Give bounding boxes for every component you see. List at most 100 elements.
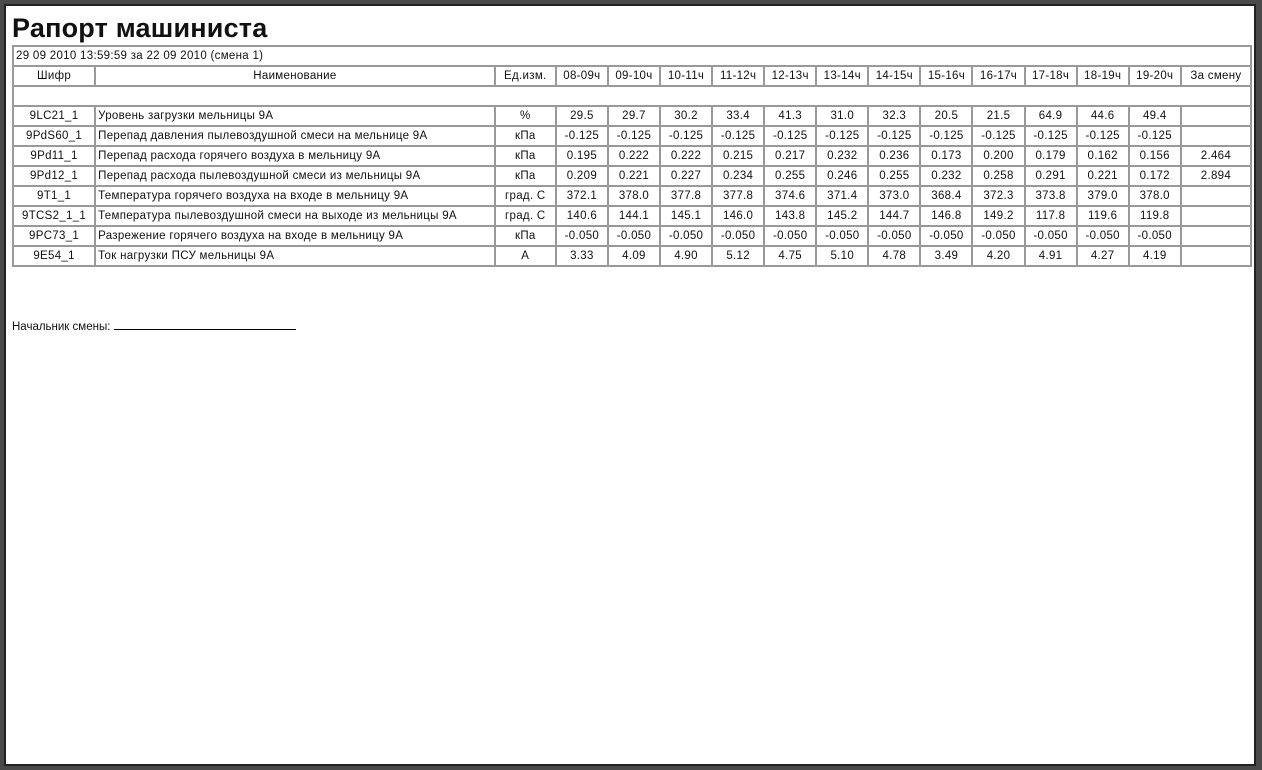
page-frame: Рапорт машиниста 29 09 2010 13:59:59 за … [4, 4, 1256, 766]
cell-code: 9E54_1 [11, 245, 97, 267]
cell-value: 145.1 [658, 205, 714, 227]
cell-value: 143.8 [763, 205, 818, 227]
cell-value: 0.179 [1023, 145, 1078, 167]
cell-value: 146.0 [711, 205, 766, 227]
cell-value: 41.3 [763, 105, 818, 127]
report-table: 29 09 2010 13:59:59 за 22 09 2010 (смена… [11, 45, 1253, 267]
cell-shift-total [1179, 105, 1253, 127]
cell-value: 373.0 [867, 185, 922, 207]
cell-value: 372.3 [971, 185, 1026, 207]
cell-value: 0.172 [1127, 165, 1182, 187]
cell-value: 0.217 [763, 145, 818, 167]
column-header: Наименование [94, 65, 496, 87]
cell-value: 49.4 [1127, 105, 1182, 127]
cell-value: 144.1 [606, 205, 662, 227]
cell-value: 5.12 [711, 245, 766, 267]
cell-value: 374.6 [763, 185, 818, 207]
cell-value: 4.91 [1023, 245, 1078, 267]
cell-unit: кПа [493, 165, 557, 187]
cell-value: 20.5 [919, 105, 974, 127]
cell-value: -0.050 [919, 225, 974, 247]
column-header: 14-15ч [867, 65, 922, 87]
cell-value: 0.255 [763, 165, 818, 187]
cell-value: 119.6 [1075, 205, 1130, 227]
cell-code: 9Pd12_1 [11, 165, 97, 187]
cell-code: 9TCS2_1_1 [11, 205, 97, 227]
column-header: 11-12ч [711, 65, 766, 87]
cell-code: 9PdS60_1 [11, 125, 97, 147]
cell-value: 0.156 [1127, 145, 1182, 167]
cell-value: 0.215 [711, 145, 766, 167]
table-row: 9PC73_1 Разрежение горячего воздуха на вх… [11, 225, 1253, 247]
cell-shift-total [1179, 225, 1253, 247]
cell-unit: кПа [493, 125, 557, 147]
cell-value: 0.200 [971, 145, 1026, 167]
cell-value: 377.8 [711, 185, 766, 207]
cell-value: 140.6 [554, 205, 609, 227]
cell-code: 9LC21_1 [11, 105, 97, 127]
cell-value: 44.6 [1075, 105, 1130, 127]
cell-value: 0.255 [867, 165, 922, 187]
cell-value: 4.20 [971, 245, 1026, 267]
column-header: Шифр [11, 65, 97, 87]
cell-value: -0.125 [711, 125, 766, 147]
cell-value: 0.291 [1023, 165, 1078, 187]
cell-value: 0.232 [815, 145, 870, 167]
cell-value: -0.050 [1127, 225, 1182, 247]
cell-code: 9Pd11_1 [11, 145, 97, 167]
cell-value: 373.8 [1023, 185, 1078, 207]
cell-value: 4.19 [1127, 245, 1182, 267]
cell-unit: кПа [493, 225, 557, 247]
cell-value: -0.125 [763, 125, 818, 147]
cell-value: -0.125 [919, 125, 974, 147]
cell-value: 0.173 [919, 145, 974, 167]
cell-value: 29.5 [554, 105, 609, 127]
cell-value: -0.050 [711, 225, 766, 247]
cell-shift-total [1179, 245, 1253, 267]
cell-shift-total: 2.894 [1179, 165, 1253, 187]
cell-value: -0.050 [554, 225, 609, 247]
table-row: 9Pd12_1 Перепад расхода пылевоздушной сме… [11, 165, 1253, 187]
cell-name: Разрежение горячего воздуха на входе в м… [94, 225, 496, 247]
column-header: 17-18ч [1023, 65, 1078, 87]
cell-value: -0.125 [815, 125, 870, 147]
cell-value: -0.125 [554, 125, 609, 147]
cell-value: -0.125 [1023, 125, 1078, 147]
cell-value: 0.221 [606, 165, 662, 187]
cell-value: 0.258 [971, 165, 1026, 187]
cell-value: 379.0 [1075, 185, 1130, 207]
signature-block: Начальник смены: [12, 318, 296, 333]
cell-value: -0.050 [658, 225, 714, 247]
cell-unit: А [493, 245, 557, 267]
blank-row [12, 85, 1252, 107]
signature-label: Начальник смены: [12, 321, 111, 333]
cell-value: 29.7 [606, 105, 662, 127]
cell-value: -0.125 [867, 125, 922, 147]
cell-name: Температура горячего воздуха на входе в … [94, 185, 496, 207]
cell-value: 0.232 [919, 165, 974, 187]
cell-value: 378.0 [606, 185, 662, 207]
cell-value: -0.125 [1127, 125, 1182, 147]
cell-value: 372.1 [554, 185, 609, 207]
cell-value: 0.227 [658, 165, 714, 187]
cell-value: 5.10 [815, 245, 870, 267]
cell-value: 3.49 [919, 245, 974, 267]
cell-value: 33.4 [711, 105, 766, 127]
cell-shift-total: 2.464 [1179, 145, 1253, 167]
header-row: Шифр Наименование Ед.изм. 08-09ч 09-10ч 10-11… [11, 65, 1253, 87]
column-header: 13-14ч [815, 65, 870, 87]
cell-name: Перепад расхода пылевоздушной смеси из м… [94, 165, 496, 187]
cell-value: 371.4 [815, 185, 870, 207]
cell-value: 378.0 [1127, 185, 1182, 207]
column-header: За смену [1179, 65, 1253, 87]
table-row: 9E54_1 Ток нагрузки ПСУ мельницы 9А А 3.33 4… [11, 245, 1253, 267]
signature-line [113, 318, 296, 330]
cell-value: 368.4 [919, 185, 974, 207]
table-row: 9TCS2_1_1 Температура пылевоздушной смеси… [11, 205, 1253, 227]
report-info: 29 09 2010 13:59:59 за 22 09 2010 (смена… [12, 45, 1252, 67]
table-row: 9Pd11_1 Перепад расхода горячего воздуха … [11, 145, 1253, 167]
column-header: 09-10ч [606, 65, 662, 87]
cell-unit: кПа [493, 145, 557, 167]
cell-name: Ток нагрузки ПСУ мельницы 9А [94, 245, 496, 267]
cell-unit: град. С [493, 205, 557, 227]
